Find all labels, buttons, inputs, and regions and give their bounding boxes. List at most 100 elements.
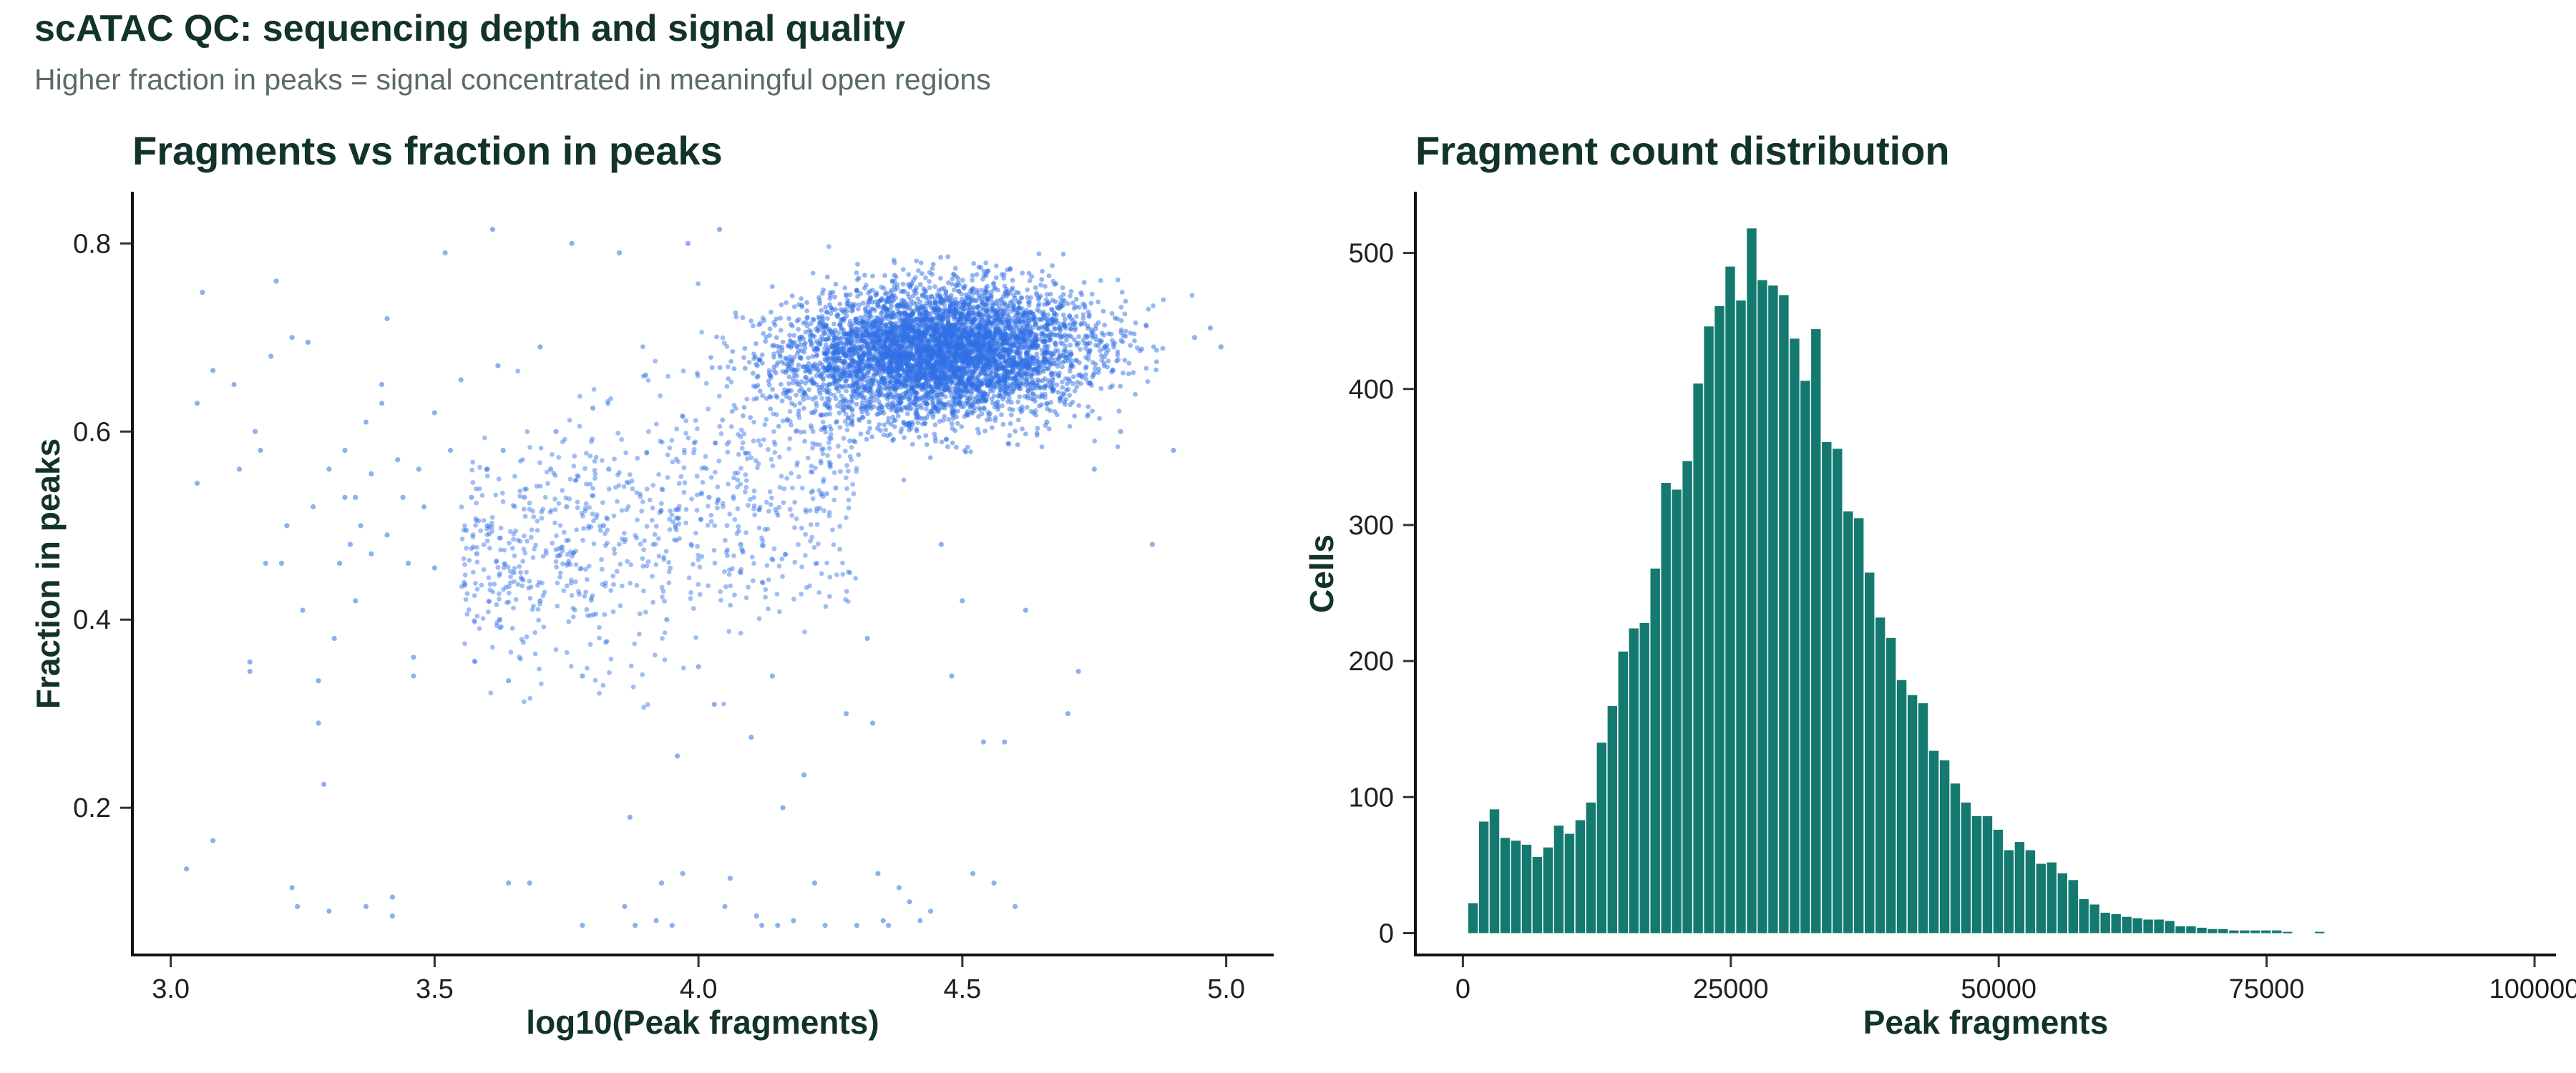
scatter-point [794, 318, 800, 324]
scatter-point [974, 272, 980, 277]
figure-subtitle: Higher fraction in peaks = signal concen… [34, 63, 991, 96]
scatter-point [766, 378, 771, 384]
scatter-point [841, 407, 847, 413]
scatter-point [862, 366, 867, 371]
scatter-point [888, 376, 894, 381]
scatter-point [816, 314, 821, 320]
scatter-point [923, 380, 929, 386]
scatter-point [1045, 317, 1050, 323]
scatter-point [819, 308, 824, 313]
scatter-point [797, 338, 803, 343]
scatter-panel-title: Fragments vs fraction in peaks [132, 128, 723, 173]
scatter-point [1043, 297, 1049, 303]
scatter-point [1007, 433, 1013, 438]
scatter-point [1106, 331, 1111, 336]
scatter-point [714, 334, 719, 340]
scatter-point [987, 333, 992, 338]
scatter-point [955, 421, 960, 426]
scatter-point [1000, 421, 1006, 427]
scatter-point [1039, 444, 1045, 449]
scatter-point [922, 352, 928, 358]
scatter-point [882, 422, 887, 428]
scatter-point [780, 339, 786, 345]
scatter-point [1110, 383, 1115, 388]
scatter-point [1110, 367, 1116, 373]
scatter-point [803, 381, 808, 386]
scatter-point [1058, 394, 1064, 400]
scatter-point [1085, 413, 1090, 419]
scatter-point [1033, 320, 1039, 325]
scatter-point [879, 309, 885, 315]
scatter-point [1048, 379, 1053, 385]
scatter-point [904, 406, 909, 411]
scatter-point [912, 335, 917, 340]
scatter-point [1143, 366, 1149, 371]
scatter-point [994, 367, 1000, 373]
scatter-point [847, 438, 852, 444]
scatter-point [959, 424, 965, 429]
scatter-point [888, 352, 894, 358]
scatter-point [852, 320, 857, 326]
scatter-point [898, 324, 904, 330]
scatter-point [841, 365, 847, 371]
scatter-point [863, 283, 869, 288]
scatter-point [930, 414, 936, 420]
scatter-point [1020, 270, 1025, 276]
scatter-point [1096, 370, 1101, 376]
scatter-point [1131, 331, 1137, 337]
scatter-point [1101, 363, 1107, 368]
scatter-point [740, 315, 746, 320]
scatter-point [1033, 285, 1038, 290]
scatter-point [763, 338, 769, 344]
scatter-point [855, 261, 860, 267]
scatter-point [1068, 326, 1073, 332]
scatter-point [824, 325, 829, 331]
scatter-point [900, 281, 906, 287]
scatter-point [950, 276, 955, 282]
scatter-point [1025, 295, 1030, 300]
scatter-point [1082, 305, 1088, 310]
scatter-point [1118, 383, 1123, 389]
scatter-point [778, 315, 783, 321]
scatter-point [786, 315, 791, 321]
scatter-panel: Fragments vs fraction in peaks 3.0 3.5 4.0… [29, 128, 1274, 1041]
scatter-point [975, 375, 980, 380]
scatter-point [1001, 275, 1006, 281]
scatter-point [859, 409, 865, 415]
scatter-point [917, 434, 922, 440]
scatter-point [966, 396, 972, 402]
scatter-point [1028, 328, 1033, 334]
scatter-point [1044, 292, 1050, 297]
scatter-point [939, 325, 944, 331]
scatter-point [968, 403, 974, 408]
scatter-point [1091, 372, 1096, 378]
scatter-point [820, 318, 826, 324]
scatter-point [893, 274, 899, 280]
scatter-point [850, 303, 856, 309]
scatter-point [985, 268, 991, 274]
scatter-point [971, 261, 977, 266]
scatter-points [184, 227, 1224, 929]
scatter-point [977, 378, 982, 383]
scatter-point [804, 315, 810, 320]
scatter-point [909, 384, 915, 390]
scatter-point [1132, 338, 1137, 343]
scatter-point [965, 305, 971, 310]
scatter-point [986, 319, 991, 324]
scatter-point [1118, 318, 1124, 323]
scatter-point [837, 301, 843, 307]
scatter-point [999, 412, 1004, 417]
scatter-point [1039, 277, 1045, 283]
scatter-point [927, 279, 932, 284]
scatter-point [806, 328, 812, 333]
scatter-point [802, 438, 807, 444]
scatter-point [855, 377, 860, 382]
scatter-point [741, 405, 747, 410]
scatter-point [923, 310, 928, 315]
scatter-point [1052, 409, 1058, 414]
scatter-point [1026, 303, 1032, 308]
scatter-point [924, 442, 930, 447]
scatter-point [1065, 301, 1070, 306]
scatter-point [1020, 426, 1025, 432]
scatter-point [1131, 370, 1136, 376]
